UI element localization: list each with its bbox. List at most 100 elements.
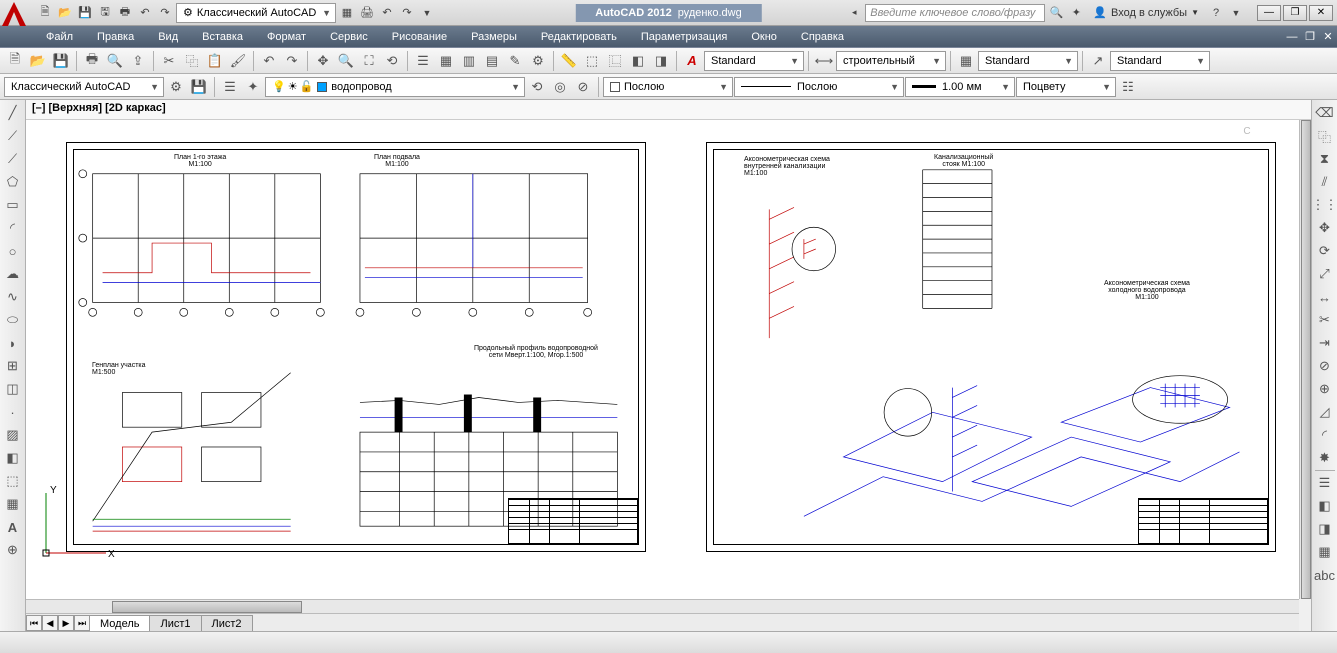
tb-mleader-icon[interactable]: ↗ bbox=[1087, 50, 1109, 72]
tb-new-icon[interactable]: 🗎 bbox=[4, 50, 26, 72]
signin-button[interactable]: 👤 Вход в службы ▼ bbox=[1087, 6, 1205, 19]
tool-spline-icon[interactable]: ∿ bbox=[2, 286, 24, 308]
tb-copy-icon[interactable]: ⿻ bbox=[181, 50, 203, 72]
tb-layeroff-icon[interactable]: ⊘ bbox=[572, 76, 594, 98]
app-logo[interactable] bbox=[0, 0, 28, 26]
tool-xline-icon[interactable]: ⟋ bbox=[2, 125, 24, 147]
tool-move-icon[interactable]: ✥ bbox=[1314, 217, 1336, 239]
menu-view[interactable]: Вид bbox=[146, 28, 190, 46]
tool-point-icon[interactable]: · bbox=[2, 401, 24, 423]
qat-extra2-icon[interactable]: 🖨 bbox=[358, 4, 376, 22]
qat-undo2-icon[interactable]: ↶ bbox=[378, 4, 396, 22]
tool-rect-icon[interactable]: ▭ bbox=[2, 194, 24, 216]
menu-file[interactable]: Файл bbox=[34, 28, 85, 46]
doc-restore-icon[interactable]: ❐ bbox=[1301, 28, 1319, 46]
doc-close-icon[interactable]: ✕ bbox=[1319, 28, 1337, 46]
doc-minimize-icon[interactable]: — bbox=[1283, 28, 1301, 46]
qat-undo-icon[interactable]: ↶ bbox=[136, 4, 154, 22]
workspace-dropdown[interactable]: ⚙ Классический AutoCAD ▼ bbox=[176, 3, 336, 23]
qat-menu-arrow-icon[interactable]: ▼ bbox=[418, 4, 436, 22]
tool-fillet-icon[interactable]: ◜ bbox=[1314, 424, 1336, 446]
tb-select-icon[interactable]: ⬚ bbox=[581, 50, 603, 72]
mleaderstyle-dropdown[interactable]: Standard ▼ bbox=[1110, 51, 1210, 71]
workspace2-dropdown[interactable]: Классический AutoCAD ▼ bbox=[4, 77, 164, 97]
dimstyle-dropdown[interactable]: строительный ▼ bbox=[836, 51, 946, 71]
menu-insert[interactable]: Вставка bbox=[190, 28, 255, 46]
tb-dimstyle-icon[interactable]: ⟷ bbox=[813, 50, 835, 72]
linetype-dropdown[interactable]: Послою ▼ bbox=[734, 77, 904, 97]
infocenter-arrow-icon[interactable]: ◂ bbox=[845, 4, 863, 22]
qat-new-icon[interactable]: 🗎 bbox=[36, 4, 54, 22]
qat-extra1-icon[interactable]: ▦ bbox=[338, 4, 356, 22]
tb-pan-icon[interactable]: ✥ bbox=[312, 50, 334, 72]
help-arrow-icon[interactable]: ▼ bbox=[1227, 4, 1245, 22]
menu-window[interactable]: Окно bbox=[739, 28, 789, 46]
qat-open-icon[interactable]: 📂 bbox=[56, 4, 74, 22]
tb-misc1-icon[interactable]: ◧ bbox=[627, 50, 649, 72]
tb-layeriso-icon[interactable]: ◎ bbox=[549, 76, 571, 98]
menu-param[interactable]: Параметризация bbox=[629, 28, 739, 46]
tool-mirror-icon[interactable]: ⧗ bbox=[1314, 148, 1336, 170]
layer-dropdown[interactable]: 💡 ☀ 🔓 водопровод ▼ bbox=[265, 77, 525, 97]
tool-block-icon[interactable]: ◫ bbox=[2, 378, 24, 400]
tb-ws-save-icon[interactable]: 💾 bbox=[188, 76, 210, 98]
tool-insert-icon[interactable]: ⊞ bbox=[2, 355, 24, 377]
tool-polygon-icon[interactable]: ⬠ bbox=[2, 171, 24, 193]
tool-array-icon[interactable]: ⋮⋮ bbox=[1314, 194, 1336, 216]
tb-publish-icon[interactable]: ⇪ bbox=[127, 50, 149, 72]
exchange-icon[interactable]: ✦ bbox=[1067, 4, 1085, 22]
tool-ellipse-icon[interactable]: ⬭ bbox=[2, 309, 24, 331]
vertical-scrollbar[interactable] bbox=[1299, 120, 1311, 599]
tb-dc-icon[interactable]: ▦ bbox=[435, 50, 457, 72]
tool-revcloud-icon[interactable]: ☁ bbox=[2, 263, 24, 285]
lineweight-dropdown[interactable]: 1.00 мм ▼ bbox=[905, 77, 1015, 97]
tb-ssm-icon[interactable]: ▤ bbox=[481, 50, 503, 72]
tb-markup-icon[interactable]: ✎ bbox=[504, 50, 526, 72]
qat-save-icon[interactable]: 💾 bbox=[76, 4, 94, 22]
tool-explode-icon[interactable]: ✸ bbox=[1314, 447, 1336, 469]
tool-extend-icon[interactable]: ⇥ bbox=[1314, 332, 1336, 354]
menu-draw[interactable]: Рисование bbox=[380, 28, 459, 46]
tool-rotate-icon[interactable]: ⟳ bbox=[1314, 240, 1336, 262]
qat-redo2-icon[interactable]: ↷ bbox=[398, 4, 416, 22]
tb-layerprev-icon[interactable]: ⟲ bbox=[526, 76, 548, 98]
search-input[interactable]: Введите ключевое слово/фразу bbox=[865, 4, 1045, 22]
tool-line-icon[interactable]: ╱ bbox=[2, 102, 24, 124]
menu-format[interactable]: Формат bbox=[255, 28, 318, 46]
tool-region-icon[interactable]: ⬚ bbox=[2, 470, 24, 492]
tool-draworder-icon[interactable]: ☰ bbox=[1314, 472, 1336, 494]
tool-hatch-icon[interactable]: ▨ bbox=[2, 424, 24, 446]
tool-copy-icon[interactable]: ⿻ bbox=[1314, 125, 1336, 147]
tab-layout2[interactable]: Лист2 bbox=[201, 615, 253, 631]
drawing-canvas[interactable]: С Верх Ю МСК bbox=[26, 120, 1299, 599]
tool-offset-icon[interactable]: ⫽ bbox=[1314, 171, 1336, 193]
tb-plot-icon[interactable]: 🖶 bbox=[81, 50, 103, 72]
tool-pline-icon[interactable]: ⟋ bbox=[2, 148, 24, 170]
tool-trim-icon[interactable]: ✂ bbox=[1314, 309, 1336, 331]
tool-mtext-icon[interactable]: A bbox=[2, 516, 24, 538]
tool-misc-r2-icon[interactable]: ◨ bbox=[1314, 518, 1336, 540]
tb-save-icon[interactable]: 💾 bbox=[50, 50, 72, 72]
tb-preview-icon[interactable]: 🔍 bbox=[104, 50, 126, 72]
tool-ellipsearc-icon[interactable]: ◗ bbox=[2, 332, 24, 354]
menu-help[interactable]: Справка bbox=[789, 28, 856, 46]
tb-redo-icon[interactable]: ↷ bbox=[281, 50, 303, 72]
tb-open-icon[interactable]: 📂 bbox=[27, 50, 49, 72]
qat-redo-icon[interactable]: ↷ bbox=[156, 4, 174, 22]
tb-layerstate-icon[interactable]: ✦ bbox=[242, 76, 264, 98]
tab-next-icon[interactable]: ▶ bbox=[58, 615, 74, 631]
tb-paste-icon[interactable]: 📋 bbox=[204, 50, 226, 72]
tab-model[interactable]: Модель bbox=[89, 615, 150, 631]
plotstyle-dropdown[interactable]: Поцвету ▼ bbox=[1016, 77, 1116, 97]
tb-zoom-icon[interactable]: 🔍 bbox=[335, 50, 357, 72]
qat-plot-icon[interactable]: 🖶 bbox=[116, 4, 134, 22]
tb-qc-icon[interactable]: ⚙ bbox=[527, 50, 549, 72]
ucs-icon[interactable]: Y X bbox=[36, 483, 116, 563]
tool-table-icon[interactable]: ▦ bbox=[2, 493, 24, 515]
menu-dim[interactable]: Размеры bbox=[459, 28, 529, 46]
tb-zoomwin-icon[interactable]: ⛶ bbox=[358, 50, 380, 72]
tb-undo-icon[interactable]: ↶ bbox=[258, 50, 280, 72]
minimize-button[interactable]: — bbox=[1257, 5, 1281, 21]
tool-stretch-icon[interactable]: ↔ bbox=[1314, 286, 1336, 308]
color-dropdown[interactable]: Послою ▼ bbox=[603, 77, 733, 97]
